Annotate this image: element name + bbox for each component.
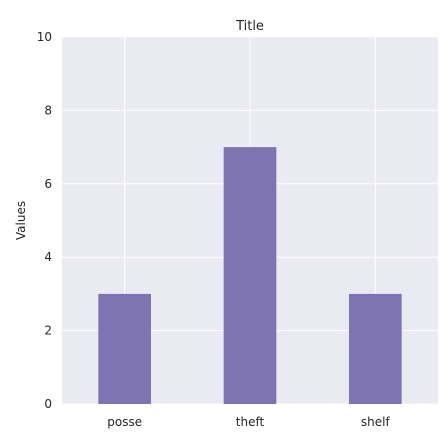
bar-shelf	[349, 294, 402, 404]
bar-posse	[98, 294, 151, 404]
x-tick-label-posse: posse	[107, 415, 142, 429]
x-tick-labels: posse theft shelf	[107, 415, 390, 429]
bar-theft	[224, 147, 277, 404]
y-tick-label: 6	[44, 177, 52, 191]
y-tick-label: 0	[44, 397, 52, 411]
x-tick-label-theft: theft	[236, 415, 265, 429]
y-axis-title: Values	[14, 201, 28, 240]
x-tick-label-shelf: shelf	[361, 415, 391, 429]
y-tick-label: 10	[37, 30, 52, 44]
y-tick-labels: 0 2 4 6 8 10	[37, 30, 52, 411]
y-tick-label: 4	[44, 250, 52, 264]
y-tick-label: 8	[44, 103, 52, 117]
y-tick-label: 2	[44, 324, 52, 338]
chart-title: Title	[235, 19, 264, 34]
